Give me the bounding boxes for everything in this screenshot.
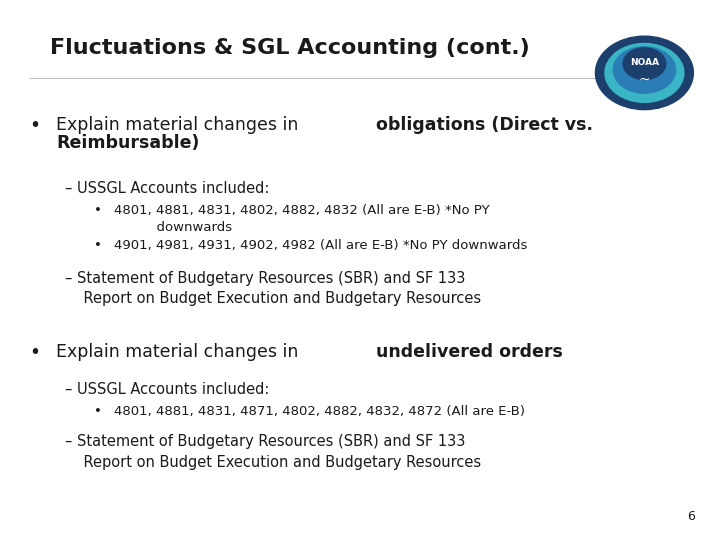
Text: 6: 6 — [687, 510, 695, 523]
Text: NOAA: NOAA — [630, 58, 659, 67]
Circle shape — [613, 46, 676, 94]
Text: ~: ~ — [639, 72, 650, 86]
Text: •: • — [29, 116, 40, 135]
Text: Explain material changes in: Explain material changes in — [56, 343, 304, 361]
Text: Fluctuations & SGL Accounting (cont.): Fluctuations & SGL Accounting (cont.) — [50, 38, 530, 58]
Text: Reimbursable): Reimbursable) — [56, 133, 199, 152]
Circle shape — [622, 47, 667, 80]
Circle shape — [595, 36, 693, 110]
Text: undelivered orders: undelivered orders — [376, 343, 563, 361]
Text: Explain material changes in: Explain material changes in — [56, 116, 304, 134]
Text: •: • — [94, 239, 102, 252]
Text: 4801, 4881, 4831, 4871, 4802, 4882, 4832, 4872 (All are E-B): 4801, 4881, 4831, 4871, 4802, 4882, 4832… — [114, 405, 525, 418]
Text: 4801, 4881, 4831, 4802, 4882, 4832 (All are E-B) *No PY
          downwards: 4801, 4881, 4831, 4802, 4882, 4832 (All … — [114, 204, 490, 234]
Text: – Statement of Budgetary Resources (SBR) and SF 133
    Report on Budget Executi: – Statement of Budgetary Resources (SBR)… — [65, 271, 481, 307]
Text: •: • — [94, 405, 102, 418]
Text: – Statement of Budgetary Resources (SBR) and SF 133
    Report on Budget Executi: – Statement of Budgetary Resources (SBR)… — [65, 434, 481, 470]
Text: obligations (Direct vs.: obligations (Direct vs. — [376, 116, 593, 134]
Text: – USSGL Accounts included:: – USSGL Accounts included: — [65, 181, 269, 196]
Text: •: • — [29, 343, 40, 362]
Text: 4901, 4981, 4931, 4902, 4982 (All are E-B) *No PY downwards: 4901, 4981, 4931, 4902, 4982 (All are E-… — [114, 239, 527, 252]
Circle shape — [604, 43, 685, 103]
Text: – USSGL Accounts included:: – USSGL Accounts included: — [65, 382, 269, 397]
Text: •: • — [94, 204, 102, 217]
